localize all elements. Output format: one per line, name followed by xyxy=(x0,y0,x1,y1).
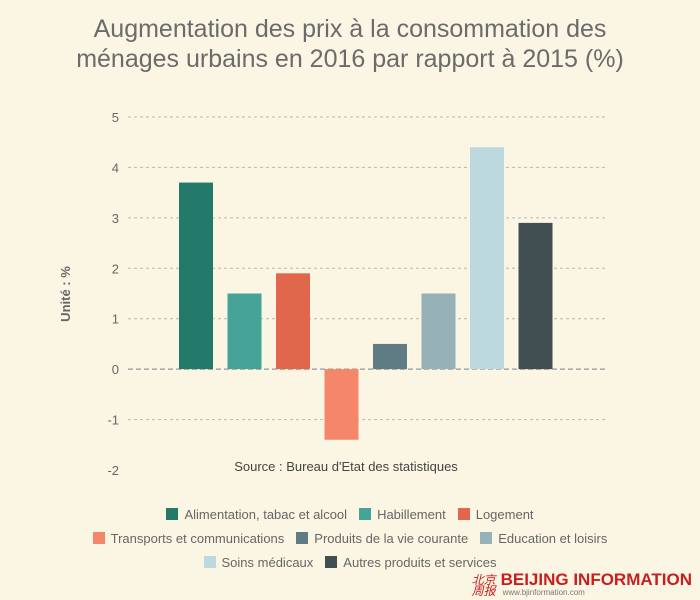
brand-url: www.bjinformation.com xyxy=(502,588,585,597)
bar-chart: 5 4 3 2 1 0 -1 -2 Unité : % Source : Bureau d'Eta… xyxy=(58,110,608,478)
y-tick-label: 1 xyxy=(112,312,119,327)
bar-3 xyxy=(276,273,310,370)
legend-item-education: Education et loisirs xyxy=(480,531,607,546)
y-tick-label: 2 xyxy=(112,261,119,276)
y-tick-label: 5 xyxy=(112,110,119,125)
legend-item-soins: Soins médicaux xyxy=(203,554,314,570)
bar-4 xyxy=(324,369,359,440)
y-tick-label: 3 xyxy=(112,211,119,226)
legend-swatch xyxy=(296,532,309,544)
bar-8 xyxy=(518,222,553,370)
legend-item-autres: Autres produits et services xyxy=(325,555,496,570)
legend-item-logement: Logement xyxy=(457,506,534,522)
legend-swatch xyxy=(480,532,493,544)
legend-row-1: Alimentation, tabac et alcool Habillemen… xyxy=(0,503,700,525)
brand-logo: 北京周报 BEIJING INFORMATION www.bjinformati… xyxy=(471,571,692,597)
legend-swatch xyxy=(359,508,372,520)
y-axis-label: Unité : % xyxy=(58,266,73,322)
brand-mark-logo: 北京周报 xyxy=(471,573,496,598)
legend: Alimentation, tabac et alcool Habillemen… xyxy=(0,503,700,575)
source-annotation: Source : Bureau d'Etat des statistiques xyxy=(234,459,458,474)
legend-row-2: Transports et communications Produits de… xyxy=(0,527,700,549)
chart-title: Augmentation des prix à la consommation … xyxy=(0,14,700,74)
bar-1 xyxy=(179,182,213,370)
bar-5 xyxy=(373,343,407,370)
y-tick-label: 4 xyxy=(112,160,119,175)
legend-item-alimentation: Alimentation, tabac et alcool xyxy=(166,507,347,522)
legend-swatch xyxy=(92,532,105,544)
legend-label: Logement xyxy=(475,506,534,522)
legend-label: Education et loisirs xyxy=(498,530,608,546)
y-tick-label: -1 xyxy=(107,413,119,428)
brand-text: BEIJING INFORMATION www.bjinformation.co… xyxy=(501,571,692,597)
bar-2 xyxy=(227,293,262,370)
legend-label: Produits de la vie courante xyxy=(314,530,469,546)
legend-swatch xyxy=(203,556,216,568)
legend-label: Transports et communications xyxy=(110,530,285,546)
legend-item-produits: Produits de la vie courante xyxy=(296,531,468,546)
legend-item-transports: Transports et communications xyxy=(92,530,285,546)
legend-swatch xyxy=(325,556,338,568)
bar-6 xyxy=(421,293,456,370)
legend-label: Autres produits et services xyxy=(343,554,497,570)
chart-title-line-1: Augmentation des prix à la consommation … xyxy=(93,15,607,43)
y-tick-label: 0 xyxy=(112,362,119,377)
legend-label: Habillement xyxy=(377,506,446,522)
legend-swatch xyxy=(457,508,470,520)
legend-row-3: Soins médicaux Autres produits et servic… xyxy=(0,551,700,573)
y-tick-label: -2 xyxy=(107,463,119,478)
brand-name: BEIJING INFORMATION xyxy=(500,570,692,589)
legend-label: Alimentation, tabac et alcool xyxy=(184,506,348,522)
bar-7 xyxy=(470,147,504,370)
chart-title-line-2: ménages urbains en 2016 par rapport à 20… xyxy=(76,45,624,73)
legend-swatch xyxy=(166,508,179,520)
legend-label: Soins médicaux xyxy=(221,554,314,570)
legend-item-habillement: Habillement xyxy=(359,507,446,522)
